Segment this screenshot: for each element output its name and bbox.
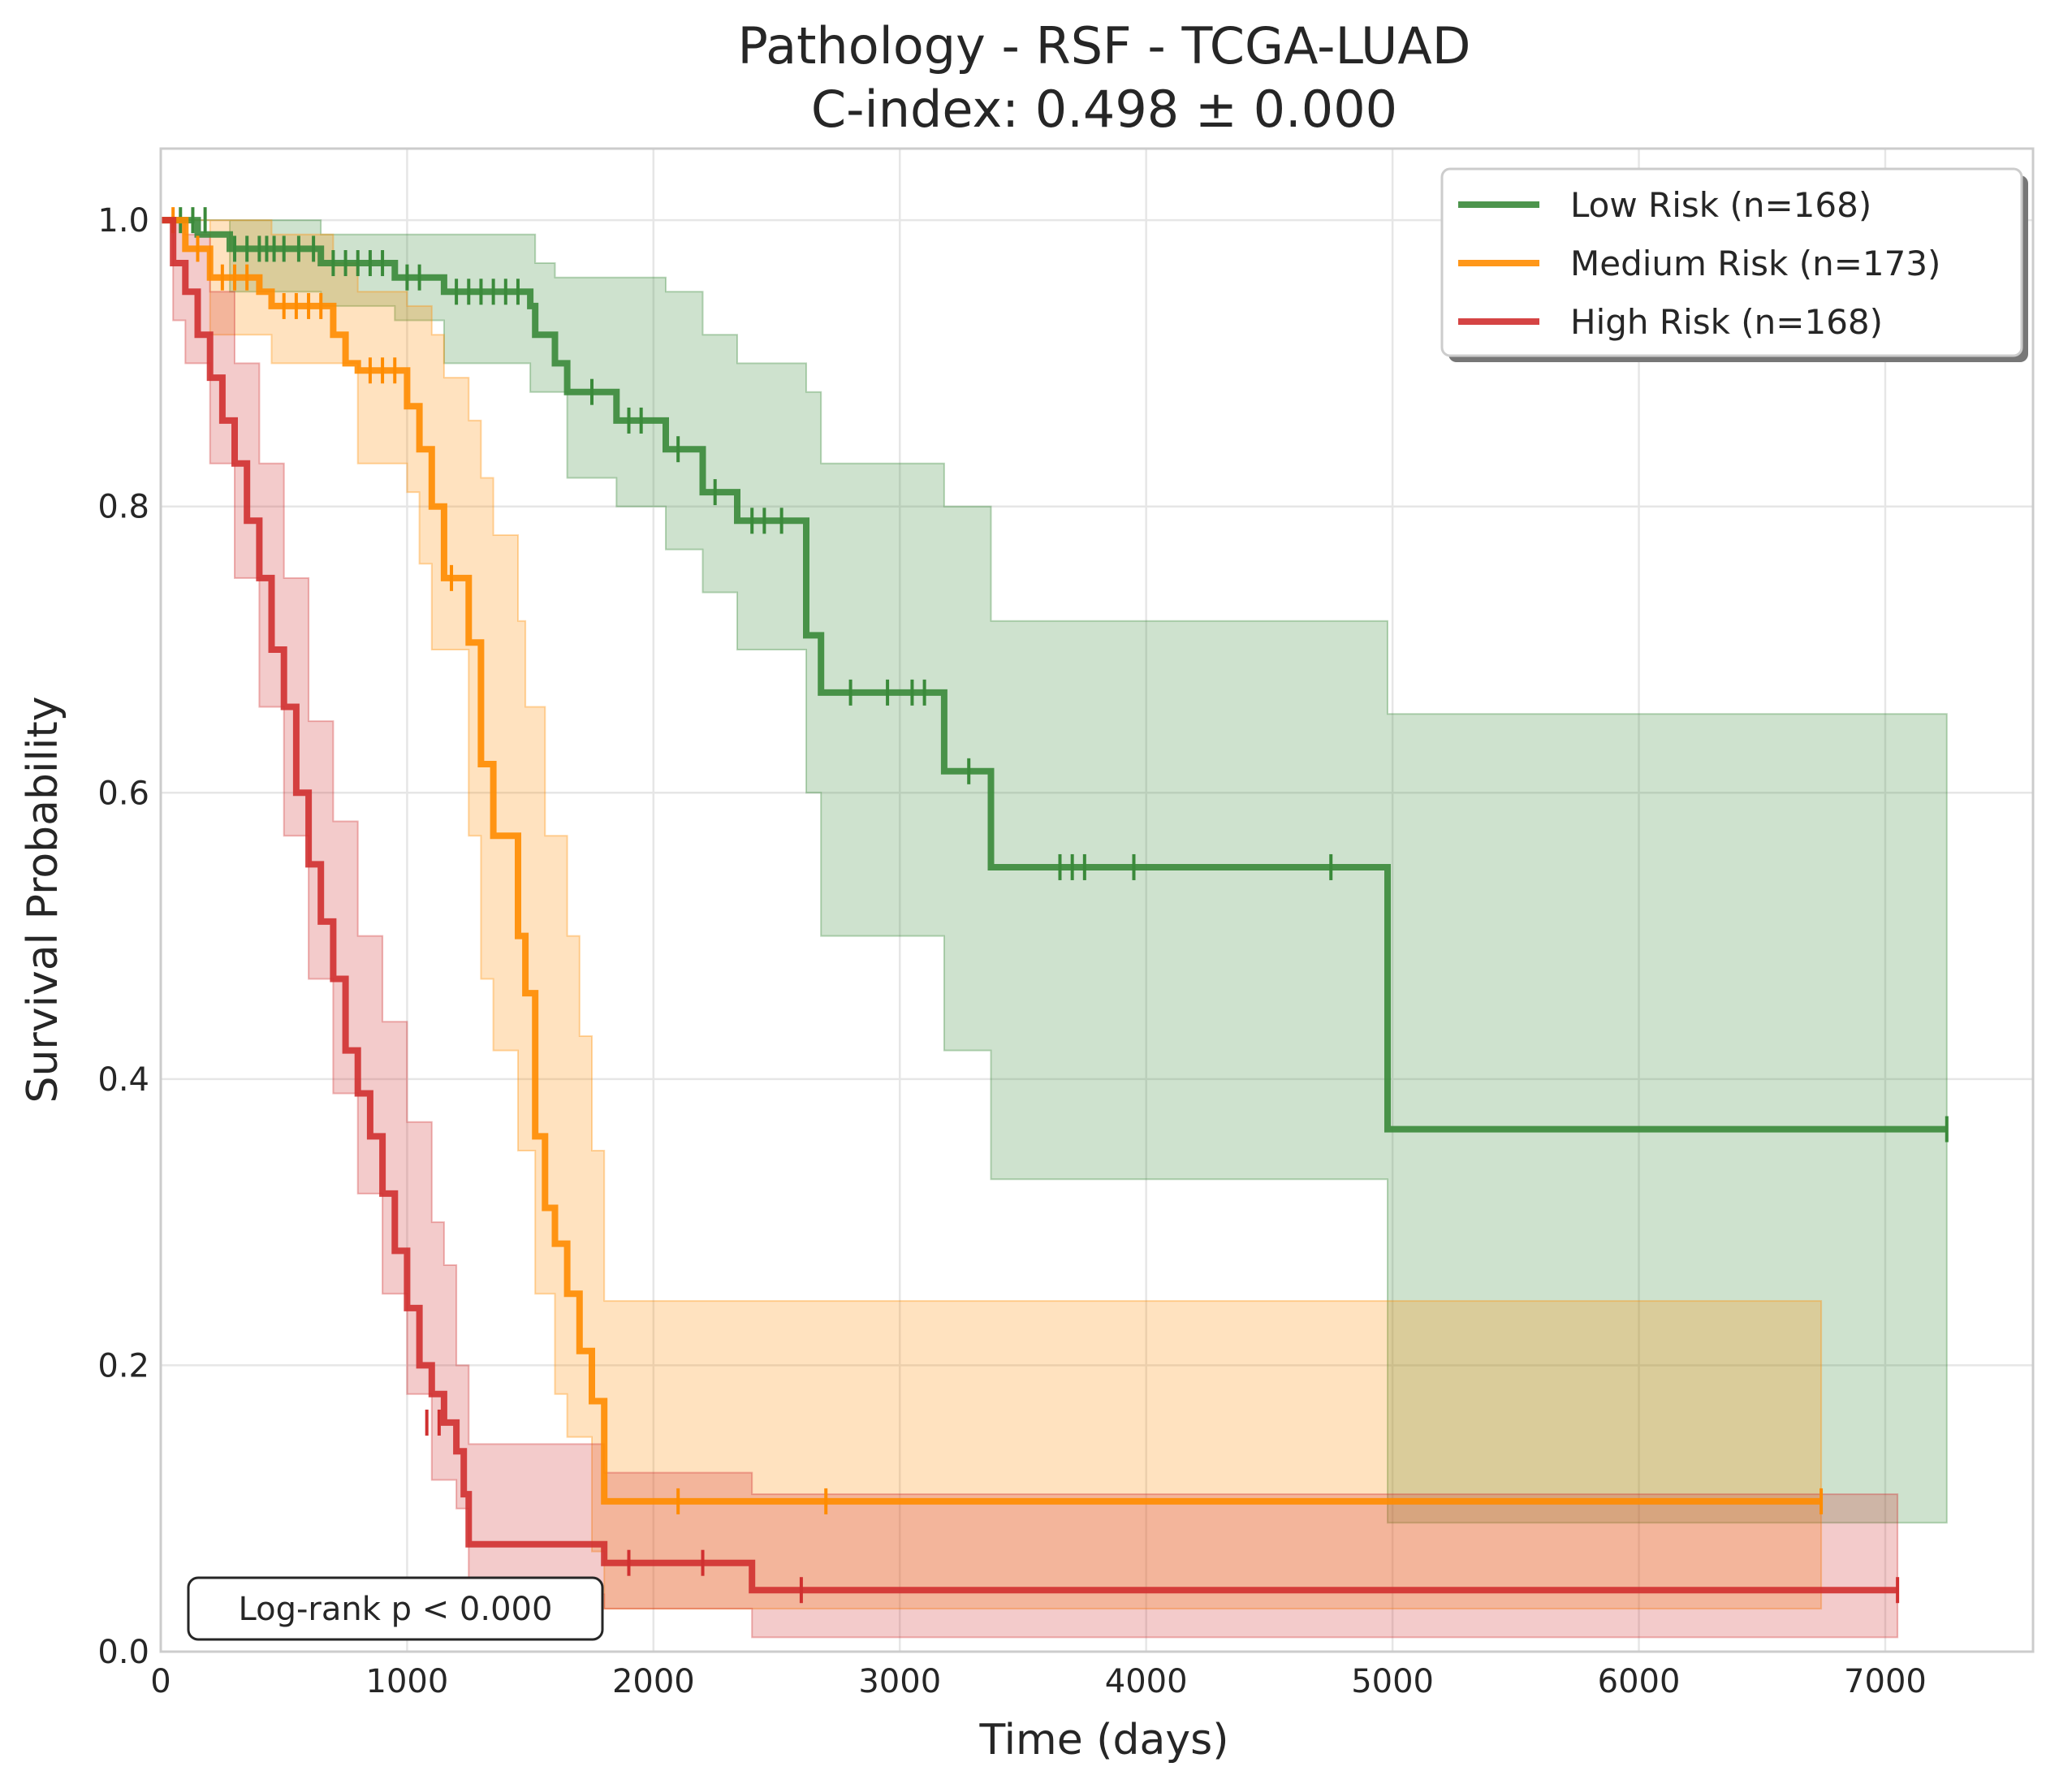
high-risk-confidence-band [161, 219, 1899, 1639]
high-risk-legend-label: High Risk (n=168) [1570, 302, 1883, 342]
y-tick-label: 1.0 [97, 202, 149, 240]
chart-subtitle: C-index: 0.498 ± 0.000 [811, 80, 1397, 139]
axis-ticks: 0 1000 2000 3000 4000 5000 6000 7000 0.0 0.2 0.4 0.… [97, 202, 1926, 1700]
medium-risk-curve [161, 217, 1822, 1505]
grid-lines [161, 149, 2033, 1652]
medium-risk-legend-label: Medium Risk (n=173) [1570, 244, 1940, 283]
y-axis-label: Survival Probability [19, 696, 67, 1103]
x-tick-label: 6000 [1598, 1663, 1681, 1700]
chart-title: Pathology - RSF - TCGA-LUAD [738, 16, 1471, 76]
log-rank-annotation: Log-rank p < 0.000 [187, 1576, 604, 1641]
y-tick-label: 0.8 [97, 489, 149, 526]
log-rank-text: Log-rank p < 0.000 [239, 1591, 553, 1628]
confidence-bands [161, 219, 1948, 1639]
survival-curves [161, 207, 1949, 1604]
legend: Low Risk (n=168) Medium Risk (n=173) High … [1440, 167, 2028, 362]
medium-risk-confidence-band [161, 219, 1823, 1610]
legend-box [1440, 167, 2023, 357]
x-axis-label: Time (days) [978, 1716, 1228, 1765]
y-tick-label: 0.0 [97, 1634, 149, 1671]
x-tick-label: 5000 [1351, 1663, 1434, 1700]
high-risk-curve [161, 217, 1898, 1594]
y-tick-label: 0.6 [97, 775, 149, 812]
x-tick-label: 3000 [858, 1663, 941, 1700]
low-risk-confidence-band [161, 219, 1948, 1524]
plot-area-frame [159, 147, 2035, 1653]
x-tick-label: 2000 [612, 1663, 695, 1700]
low-risk-legend-label: Low Risk (n=168) [1570, 185, 1871, 225]
y-tick-label: 0.4 [97, 1061, 149, 1099]
x-tick-label: 4000 [1105, 1663, 1188, 1700]
y-tick-label: 0.2 [97, 1347, 149, 1384]
x-tick-label: 0 [150, 1663, 171, 1700]
x-tick-label: 1000 [366, 1663, 449, 1700]
x-tick-label: 7000 [1844, 1663, 1927, 1700]
annotation-box [187, 1576, 604, 1641]
